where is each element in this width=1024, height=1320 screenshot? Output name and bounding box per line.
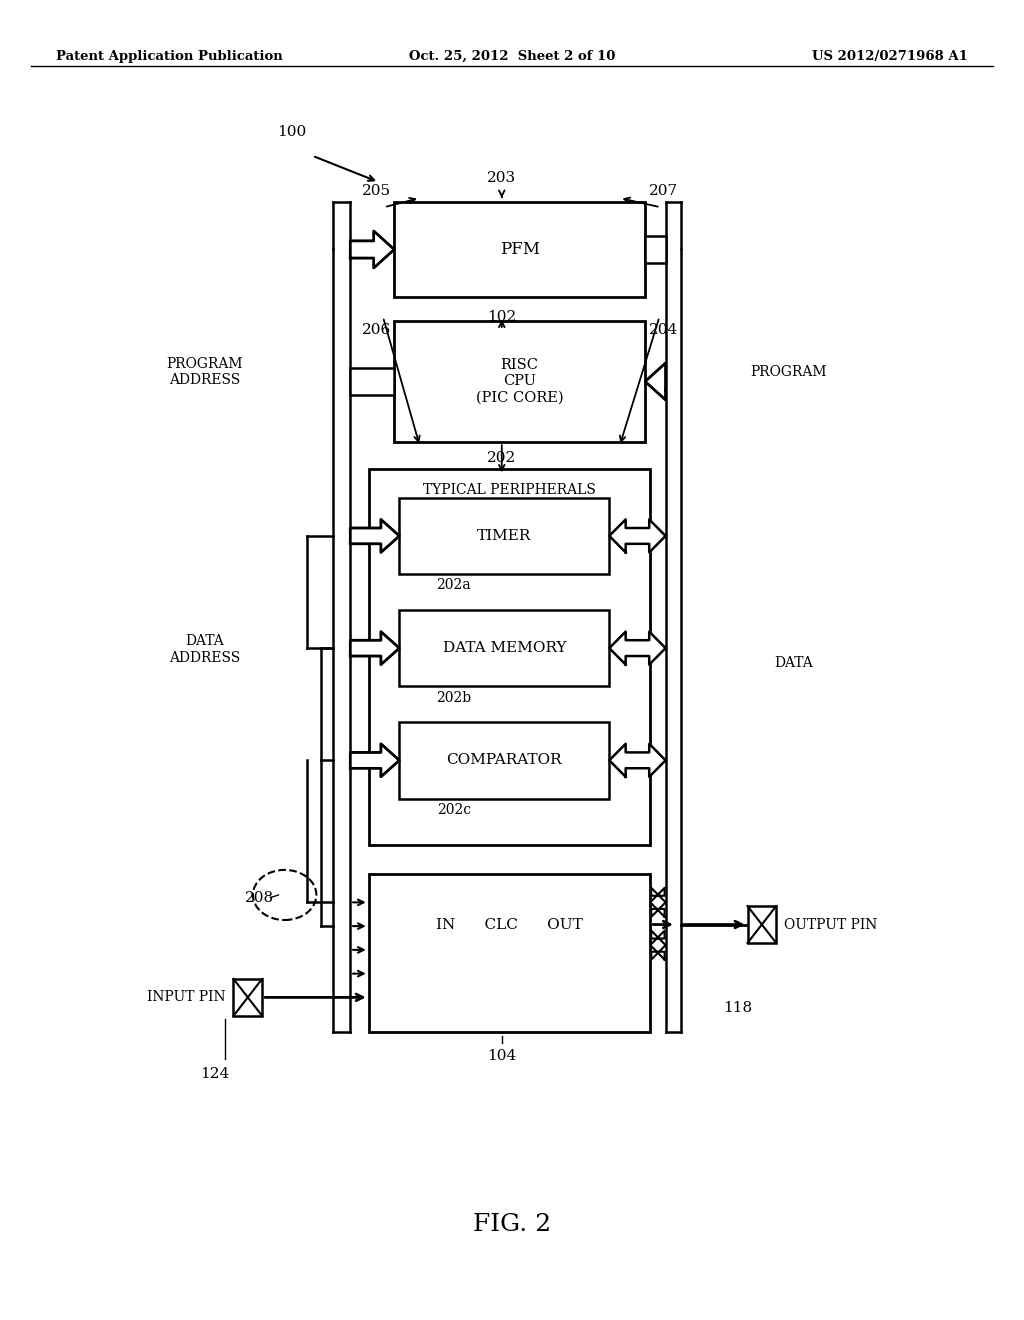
Text: 208: 208 xyxy=(245,891,273,904)
Text: PROGRAM
ADDRESS: PROGRAM ADDRESS xyxy=(167,358,243,387)
Text: 206: 206 xyxy=(362,323,391,337)
Text: 204: 204 xyxy=(649,323,678,337)
Text: 202: 202 xyxy=(487,451,516,465)
Text: 203: 203 xyxy=(487,172,516,185)
Text: 202b: 202b xyxy=(436,692,471,705)
Text: PFM: PFM xyxy=(500,242,540,257)
Text: TIMER: TIMER xyxy=(477,529,531,543)
Bar xyxy=(399,610,609,686)
Text: 207: 207 xyxy=(649,185,678,198)
Text: COMPARATOR: COMPARATOR xyxy=(446,754,562,767)
Text: Oct. 25, 2012  Sheet 2 of 10: Oct. 25, 2012 Sheet 2 of 10 xyxy=(409,50,615,63)
Polygon shape xyxy=(350,520,399,552)
Text: INPUT PIN: INPUT PIN xyxy=(146,990,225,1005)
Text: 118: 118 xyxy=(723,1002,752,1015)
Bar xyxy=(394,202,645,297)
Text: TYPICAL PERIPHERALS: TYPICAL PERIPHERALS xyxy=(423,483,596,496)
Bar xyxy=(350,368,394,395)
Text: 124: 124 xyxy=(201,1068,229,1081)
Polygon shape xyxy=(609,632,666,665)
Bar xyxy=(399,498,609,574)
Polygon shape xyxy=(350,743,399,776)
Text: 205: 205 xyxy=(362,185,391,198)
Bar xyxy=(394,321,645,442)
Text: DATA MEMORY: DATA MEMORY xyxy=(442,642,566,655)
Polygon shape xyxy=(350,632,399,665)
Text: Patent Application Publication: Patent Application Publication xyxy=(56,50,283,63)
Polygon shape xyxy=(650,931,666,960)
Text: 202c: 202c xyxy=(436,804,471,817)
Bar xyxy=(233,979,262,1016)
Text: DATA
ADDRESS: DATA ADDRESS xyxy=(169,635,241,664)
Text: IN      CLC      OUT: IN CLC OUT xyxy=(436,917,583,932)
Text: OUTPUT PIN: OUTPUT PIN xyxy=(784,917,878,932)
Polygon shape xyxy=(609,520,666,552)
Bar xyxy=(748,906,776,942)
Bar xyxy=(645,236,666,263)
Bar xyxy=(399,722,609,799)
Text: 102: 102 xyxy=(487,310,516,323)
Polygon shape xyxy=(650,888,666,917)
Text: 202a: 202a xyxy=(436,578,471,591)
Text: PROGRAM: PROGRAM xyxy=(751,366,826,379)
Polygon shape xyxy=(645,363,666,400)
Text: FIG. 2: FIG. 2 xyxy=(473,1213,551,1237)
Bar xyxy=(369,469,650,845)
Text: 100: 100 xyxy=(278,125,306,139)
Polygon shape xyxy=(609,743,666,776)
Text: RISC
CPU
(PIC CORE): RISC CPU (PIC CORE) xyxy=(476,358,563,405)
Text: 104: 104 xyxy=(487,1049,516,1063)
Bar xyxy=(369,874,650,1032)
Polygon shape xyxy=(350,231,394,268)
Text: US 2012/0271968 A1: US 2012/0271968 A1 xyxy=(812,50,968,63)
Text: DATA: DATA xyxy=(774,656,813,669)
